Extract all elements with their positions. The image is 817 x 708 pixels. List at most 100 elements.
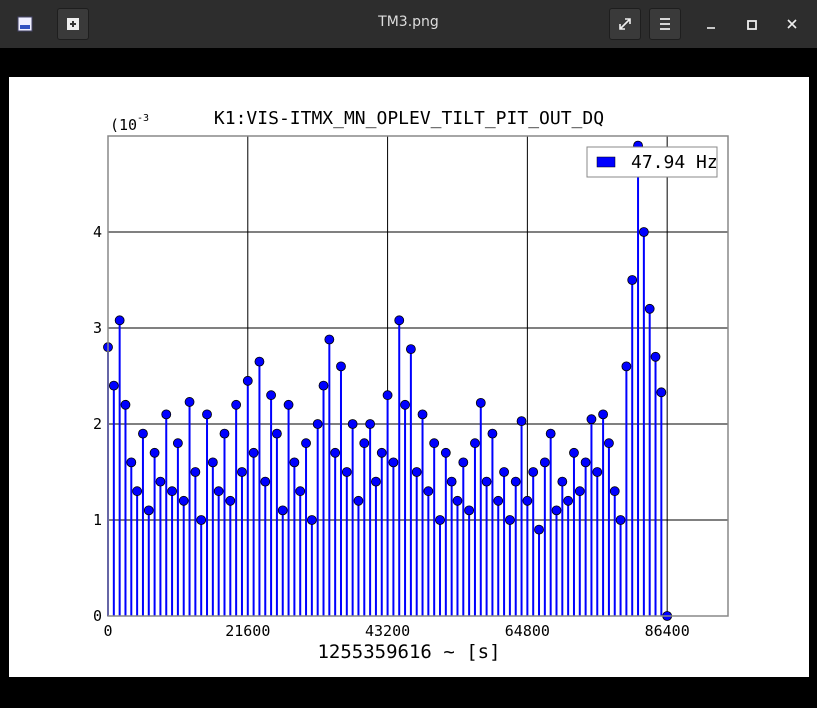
title-bar: TM3.png <box>0 0 817 48</box>
marker <box>522 495 533 506</box>
marker <box>440 447 451 458</box>
window-title: TM3.png <box>378 14 439 30</box>
marker <box>446 476 457 487</box>
marker <box>586 414 597 425</box>
marker <box>382 390 393 401</box>
x-tick-label: 21600 <box>225 622 270 640</box>
marker <box>184 397 195 407</box>
marker <box>143 505 154 516</box>
marker <box>254 356 265 367</box>
new-button[interactable] <box>57 8 89 40</box>
marker <box>394 315 405 326</box>
marker <box>138 428 148 439</box>
marker <box>563 495 574 506</box>
marker <box>219 428 230 439</box>
marker <box>330 447 341 458</box>
marker <box>178 495 189 506</box>
marker <box>231 399 242 410</box>
marker <box>592 467 603 477</box>
marker <box>644 303 655 314</box>
marker <box>493 495 504 506</box>
marker <box>557 476 568 487</box>
chart: K1:VIS-ITMX_MN_OPLEV_TILT_PIT_OUT_DQ (10… <box>93 108 729 663</box>
marker <box>336 361 346 372</box>
y-tick-label: 1 <box>93 511 102 529</box>
marker <box>114 315 125 326</box>
y-scale-label: (10 <box>110 116 137 134</box>
marker <box>272 428 282 439</box>
marker <box>306 515 317 525</box>
marker <box>580 457 591 468</box>
marker <box>347 419 358 429</box>
marker <box>621 361 632 372</box>
marker <box>435 515 445 525</box>
marker <box>318 380 329 391</box>
legend-label: 47.94 Hz <box>631 152 718 173</box>
marker <box>423 486 434 497</box>
marker <box>464 505 475 516</box>
marker <box>324 334 335 345</box>
marker <box>458 457 469 468</box>
menu-button[interactable] <box>649 8 681 40</box>
marker <box>598 409 608 420</box>
fullscreen-button[interactable] <box>609 8 641 40</box>
marker <box>371 476 381 487</box>
marker <box>516 416 527 427</box>
marker <box>196 515 207 525</box>
marker <box>359 438 370 449</box>
marker <box>167 486 177 497</box>
marker <box>126 457 137 468</box>
marker <box>207 457 218 468</box>
marker <box>405 344 416 355</box>
y-tick-label: 0 <box>93 607 102 625</box>
marker <box>365 419 376 429</box>
marker <box>108 380 119 391</box>
marker <box>266 390 276 401</box>
marker <box>312 419 323 429</box>
marker <box>656 387 667 398</box>
marker <box>638 227 649 237</box>
marker <box>609 486 620 497</box>
marker <box>481 476 492 487</box>
y-tick-label: 4 <box>93 223 102 241</box>
marker <box>499 467 509 477</box>
marker <box>120 399 131 410</box>
marker <box>545 428 556 439</box>
marker <box>528 467 539 477</box>
legend-swatch <box>596 156 616 168</box>
marker <box>569 447 579 458</box>
marker <box>487 428 498 439</box>
marker <box>155 476 166 487</box>
plot-frame <box>107 135 729 617</box>
marker <box>248 447 259 458</box>
image-view: K1:VIS-ITMX_MN_OPLEV_TILT_PIT_OUT_DQ (10… <box>9 77 809 677</box>
marker <box>242 375 253 386</box>
marker <box>132 486 143 497</box>
x-tick-label: 86400 <box>645 622 690 640</box>
chart-title: K1:VIS-ITMX_MN_OPLEV_TILT_PIT_OUT_DQ <box>214 108 604 129</box>
y-tick-label: 2 <box>93 415 102 433</box>
x-tick-label: 43200 <box>365 622 410 640</box>
window-controls[interactable] <box>700 14 810 36</box>
marker <box>295 486 306 497</box>
marker <box>411 467 422 477</box>
marker <box>149 447 160 458</box>
marker <box>417 409 428 420</box>
y-tick-label: 3 <box>93 319 102 337</box>
marker <box>452 495 463 506</box>
marker <box>277 505 288 516</box>
marker <box>551 505 562 516</box>
marker <box>650 351 661 362</box>
marker <box>289 457 300 468</box>
marker <box>388 457 399 468</box>
marker <box>202 409 212 420</box>
marker <box>510 476 521 487</box>
marker <box>213 486 224 497</box>
marker <box>574 486 585 497</box>
app-icon <box>9 8 41 40</box>
marker <box>615 515 626 525</box>
marker <box>604 438 614 449</box>
marker <box>539 457 550 468</box>
marker <box>627 275 638 285</box>
